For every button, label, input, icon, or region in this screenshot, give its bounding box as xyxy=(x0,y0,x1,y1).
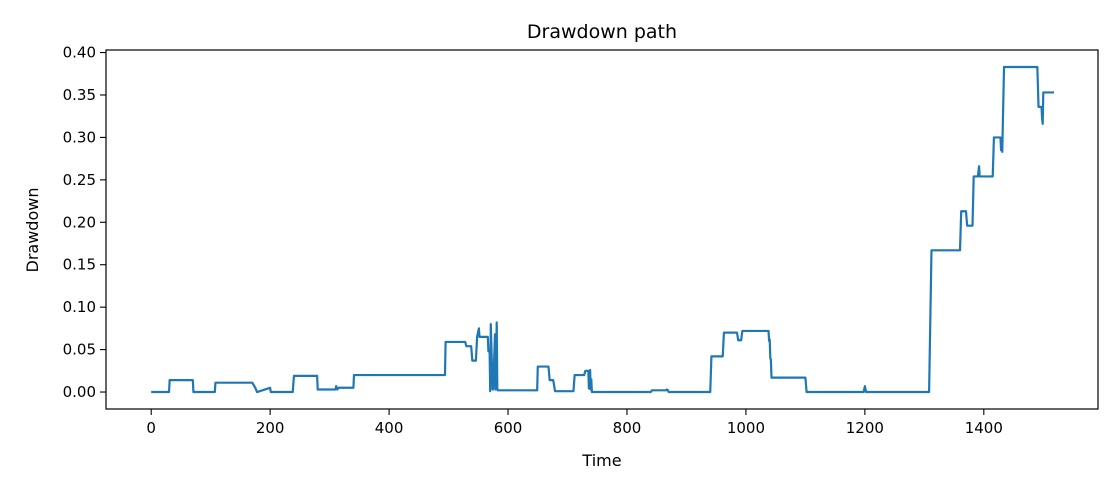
y-tick-label: 0.05 xyxy=(63,341,96,359)
y-tick-label: 0.20 xyxy=(63,213,96,231)
x-tick-label: 0 xyxy=(146,419,156,437)
series-line-drawdown xyxy=(151,65,1054,394)
x-axis: 0 200 400 600 800 1000 1200 1400 xyxy=(146,409,1003,437)
y-tick-label: 0.15 xyxy=(63,256,96,274)
y-tick-label: 0.30 xyxy=(63,128,96,146)
x-tick-label: 600 xyxy=(494,419,523,437)
y-tick-label: 0.25 xyxy=(63,171,96,189)
y-axis-label: Drawdown xyxy=(23,188,42,273)
series-layer xyxy=(151,65,1054,394)
x-tick-label: 1000 xyxy=(727,419,765,437)
plot-area-frame xyxy=(105,49,1099,410)
x-tick-label: 400 xyxy=(375,419,404,437)
x-tick-label: 800 xyxy=(613,419,642,437)
y-tick-label: 0.00 xyxy=(63,383,96,401)
y-tick-label: 0.40 xyxy=(63,44,96,62)
x-axis-label: Time xyxy=(581,451,621,470)
x-tick-label: 1400 xyxy=(965,419,1003,437)
y-tick-label: 0.35 xyxy=(63,86,96,104)
chart-title: Drawdown path xyxy=(527,21,677,43)
y-tick-label: 0.10 xyxy=(63,298,96,316)
y-axis: 0.00 0.05 0.10 0.15 0.20 0.25 0.30 0.35 0.40 xyxy=(63,44,106,401)
x-tick-label: 200 xyxy=(256,419,285,437)
x-tick-label: 1200 xyxy=(846,419,884,437)
